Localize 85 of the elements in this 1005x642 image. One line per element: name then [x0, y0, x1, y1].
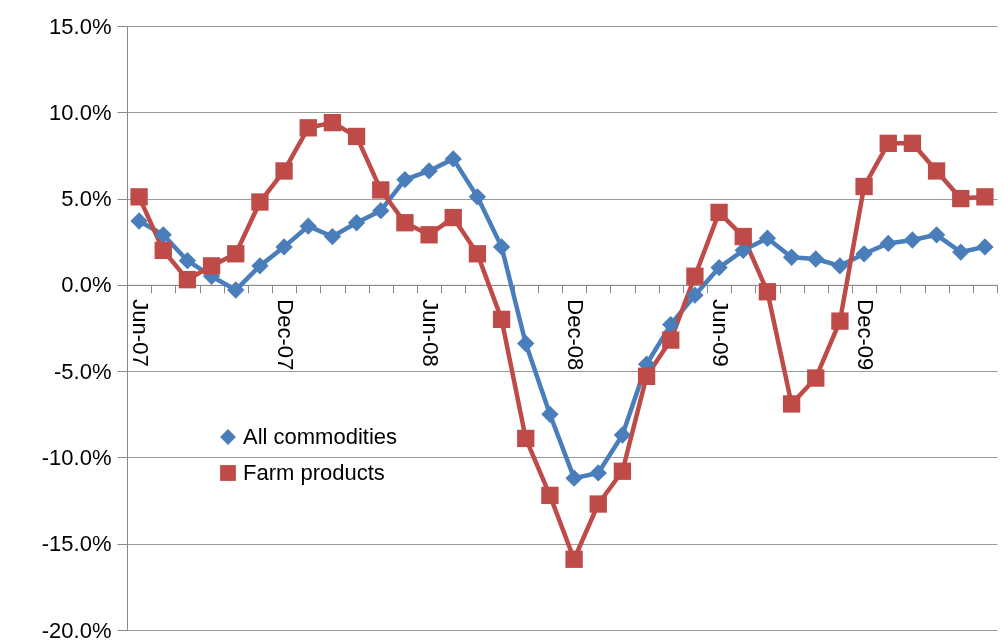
x-tick-label: Jun-08 — [417, 299, 443, 367]
point — [492, 310, 511, 329]
point — [589, 464, 607, 482]
legend-label: Farm products — [243, 460, 385, 485]
point — [976, 188, 994, 206]
x-tick-label: Dec-07 — [272, 299, 298, 371]
point — [662, 331, 680, 349]
point — [637, 367, 656, 385]
x-tick-label: Jun-09 — [707, 299, 733, 367]
point — [807, 250, 825, 268]
point — [517, 334, 535, 353]
x-tick-label: Dec-09 — [852, 299, 878, 371]
point — [492, 238, 511, 256]
point — [927, 162, 946, 180]
point — [323, 113, 342, 132]
point — [541, 405, 559, 423]
point — [686, 286, 704, 304]
point — [347, 127, 366, 146]
point — [734, 227, 752, 246]
point — [347, 214, 366, 232]
point — [613, 462, 632, 480]
point — [468, 245, 487, 263]
point — [444, 208, 462, 227]
point — [372, 181, 390, 199]
point — [468, 188, 487, 206]
point — [396, 214, 414, 232]
point — [976, 238, 994, 256]
point — [710, 203, 728, 222]
point — [299, 119, 317, 137]
point — [420, 226, 438, 244]
x-tick-label: Dec-08 — [562, 299, 588, 371]
point — [227, 245, 245, 263]
point — [613, 426, 632, 444]
legend-label: All commodities — [243, 424, 398, 449]
point — [299, 217, 317, 235]
x-tick-label: Jun-07 — [127, 299, 153, 367]
point — [903, 231, 922, 249]
point — [807, 369, 825, 387]
point — [444, 150, 462, 168]
point — [251, 193, 269, 211]
point — [903, 134, 922, 153]
point — [227, 281, 245, 299]
point — [589, 495, 607, 513]
point — [130, 212, 148, 230]
point — [202, 257, 221, 275]
point — [952, 243, 970, 261]
point — [831, 257, 849, 275]
point — [420, 162, 438, 180]
point — [855, 245, 873, 263]
point — [372, 201, 390, 220]
point — [251, 257, 269, 275]
point — [154, 241, 172, 259]
point — [178, 252, 197, 270]
point — [662, 315, 680, 334]
point — [565, 469, 583, 487]
point — [275, 238, 293, 256]
point — [517, 429, 535, 448]
point — [178, 271, 197, 289]
y-tick-label: -10.0% — [41, 444, 112, 470]
point — [758, 283, 777, 301]
point — [275, 162, 293, 180]
y-tick-label: -5.0% — [54, 358, 112, 384]
y-tick-label: -15.0% — [41, 531, 112, 557]
point — [758, 229, 777, 247]
point — [541, 486, 559, 505]
y-tick-label: 5.0% — [61, 186, 112, 212]
point — [952, 189, 970, 208]
point — [855, 177, 873, 196]
point — [879, 134, 897, 153]
y-tick-label: 0.0% — [61, 272, 112, 298]
point — [710, 258, 728, 277]
y-tick-label: -20.0% — [41, 617, 112, 642]
point — [782, 248, 801, 266]
point — [154, 226, 172, 244]
point — [130, 188, 148, 206]
point — [879, 234, 897, 253]
point — [831, 312, 849, 330]
point — [686, 267, 704, 285]
point — [927, 226, 946, 244]
point — [396, 170, 414, 189]
y-tick-label: 15.0% — [49, 13, 112, 39]
y-tick-label: 10.0% — [49, 99, 112, 125]
point — [782, 395, 801, 413]
point — [323, 227, 342, 246]
point — [565, 550, 583, 568]
